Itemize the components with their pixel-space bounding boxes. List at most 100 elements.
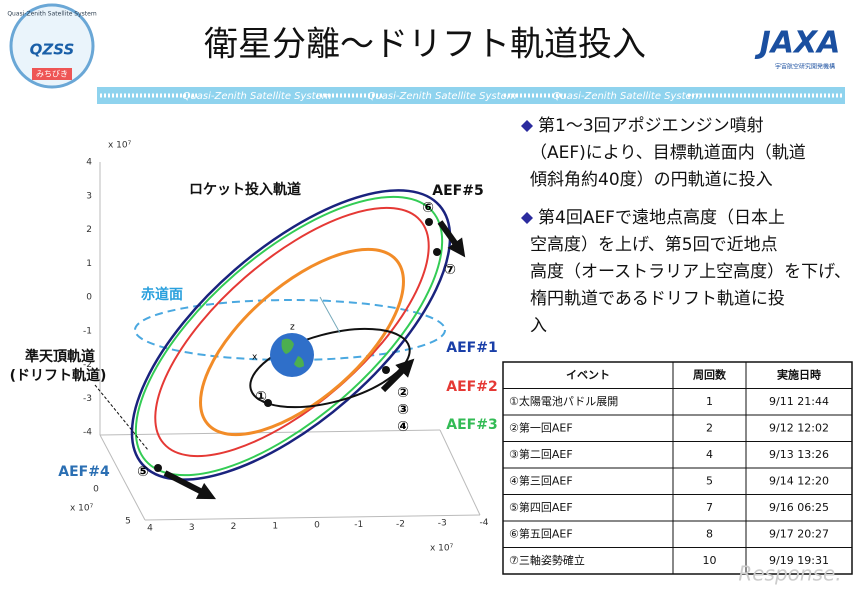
arrow	[380, 358, 415, 393]
axis-line	[439, 429, 481, 516]
marker: ⑥	[422, 200, 434, 216]
marker: ③	[397, 402, 409, 418]
event-point	[433, 248, 441, 256]
z-tick-label: 0	[86, 293, 92, 303]
table-cell: 9/12 12:02	[769, 421, 829, 434]
watermark: Response.	[738, 562, 841, 586]
z-tick-label: 4	[86, 158, 92, 168]
earth	[270, 333, 314, 377]
table-cell: ⑦三軸姿勢確立	[509, 553, 585, 567]
bullet-text: 入	[530, 316, 547, 336]
banner-gap	[567, 88, 687, 103]
event-point	[425, 218, 433, 226]
x-tick-label: 2	[231, 522, 237, 532]
event-points	[154, 218, 441, 472]
logo-sub: みちびき	[36, 70, 68, 79]
label-aef4: AEF#4	[58, 464, 110, 480]
table-cell: 9/17 20:27	[769, 527, 829, 540]
banner-gap	[382, 88, 502, 103]
axis-line	[144, 514, 481, 521]
x-tick-label: -4	[480, 518, 489, 528]
z-tick-label: -1	[83, 326, 92, 336]
event-point	[264, 399, 272, 407]
table-cell: 9/14 12:20	[769, 474, 829, 487]
z-tick-label: -4	[83, 428, 92, 438]
y-tick-label: 0	[93, 485, 99, 495]
axis-x-label: x	[252, 353, 258, 363]
z-tick-label: 3	[86, 191, 92, 201]
banner-text: Quasi-Zenith Satellite System	[183, 91, 332, 102]
table-cell: ⑤第四回AEF	[509, 500, 573, 514]
bullet-text: 傾斜角約40度）の円軌道に投入	[530, 170, 773, 190]
earth-land	[281, 338, 304, 368]
arrow	[437, 220, 466, 258]
z-tick-label: -2	[83, 360, 92, 370]
table-cell: 4	[706, 448, 713, 461]
event-point	[382, 366, 390, 374]
x-tick-label: 0	[314, 521, 320, 531]
x-scale: x 10⁷	[430, 544, 454, 554]
plot-axes	[99, 162, 481, 521]
marker: ⑤	[137, 464, 149, 480]
table-cell: 9/19 19:31	[769, 554, 829, 567]
z-tick-label: -3	[83, 394, 92, 404]
table-cell: ④第三回AEF	[509, 473, 573, 487]
jaxa-sub: 宇宙航空研究開発機構	[775, 63, 835, 71]
table-cell: 7	[706, 501, 713, 514]
table-cell: ②第一回AEF	[509, 420, 573, 434]
slide-title: 衛星分離～ドリフト軌道投入	[204, 25, 646, 65]
table-cell: 9/13 13:26	[769, 448, 829, 461]
orbit-aef5	[130, 189, 452, 481]
axis-line	[99, 429, 441, 436]
pointer-line	[319, 296, 341, 334]
event-point	[154, 464, 162, 472]
banner-text: Quasi-Zenith Satellite System	[553, 91, 702, 102]
table-cell: 1	[706, 395, 713, 408]
logo-name: QZSS	[30, 41, 75, 59]
label-qzo: 準天頂軌道	[25, 348, 95, 365]
axis-line	[99, 434, 146, 521]
table-cell: 5	[706, 474, 713, 487]
rocket-orbit	[249, 327, 411, 409]
table-cell: 9/11 21:44	[769, 395, 829, 408]
table-cell: 9/16 06:25	[769, 501, 829, 514]
z-tick-label: 1	[86, 259, 92, 269]
x-tick-label: -3	[438, 519, 447, 529]
table-cell: ③第二回AEF	[509, 447, 573, 461]
arrow	[163, 470, 217, 500]
table-header: 実施日時	[777, 367, 821, 381]
table-cell: 8	[706, 527, 713, 540]
z-scale: x 10⁷	[108, 141, 132, 151]
bullet-text: 楕円軌道であるドリフト軌道に投	[530, 289, 785, 309]
logo-ribbon	[32, 68, 72, 80]
marker: ①	[255, 389, 267, 405]
label-aef3: AEF#3	[446, 417, 497, 433]
y-scale: x 10⁷	[70, 504, 94, 514]
jaxa-logo: JAXA	[755, 26, 841, 61]
bullet-text: 高度（オーストラリア上空高度）を下げ、	[530, 262, 851, 282]
x-tick-label: 3	[189, 523, 195, 533]
label-equator: 赤道面	[141, 286, 183, 303]
label-aef1: AEF#1	[446, 340, 497, 356]
z-tick-label: 2	[86, 225, 92, 235]
bullet-icon	[521, 120, 533, 132]
table-cell: 2	[706, 421, 713, 434]
qzss-logo	[9, 3, 95, 89]
x-tick-label: -1	[354, 520, 363, 530]
label-aef2: AEF#2	[446, 379, 497, 395]
banner-text: Quasi-Zenith Satellite System	[368, 91, 517, 102]
label-rocket: ロケット投入軌道	[189, 181, 301, 198]
banner-gap	[197, 88, 317, 103]
marker: ②	[397, 385, 409, 401]
bullet-text: 空高度）を上げ、第5回で近地点	[530, 235, 778, 255]
bullet-icon	[521, 212, 533, 224]
bullet-text: （AEF)により、目標軌道面内（軌道	[530, 143, 806, 163]
x-tick-label: 1	[272, 521, 278, 531]
label-aef5: AEF#5	[432, 183, 483, 199]
logo-arc-text: Quasi-Zenith Satellite System	[7, 11, 97, 18]
x-tick-label: -2	[396, 519, 405, 529]
marker: ④	[397, 419, 409, 435]
label-drift: (ドリフト軌道)	[10, 367, 107, 384]
bullet-text: 第4回AEFで遠地点高度（日本上	[538, 208, 785, 228]
